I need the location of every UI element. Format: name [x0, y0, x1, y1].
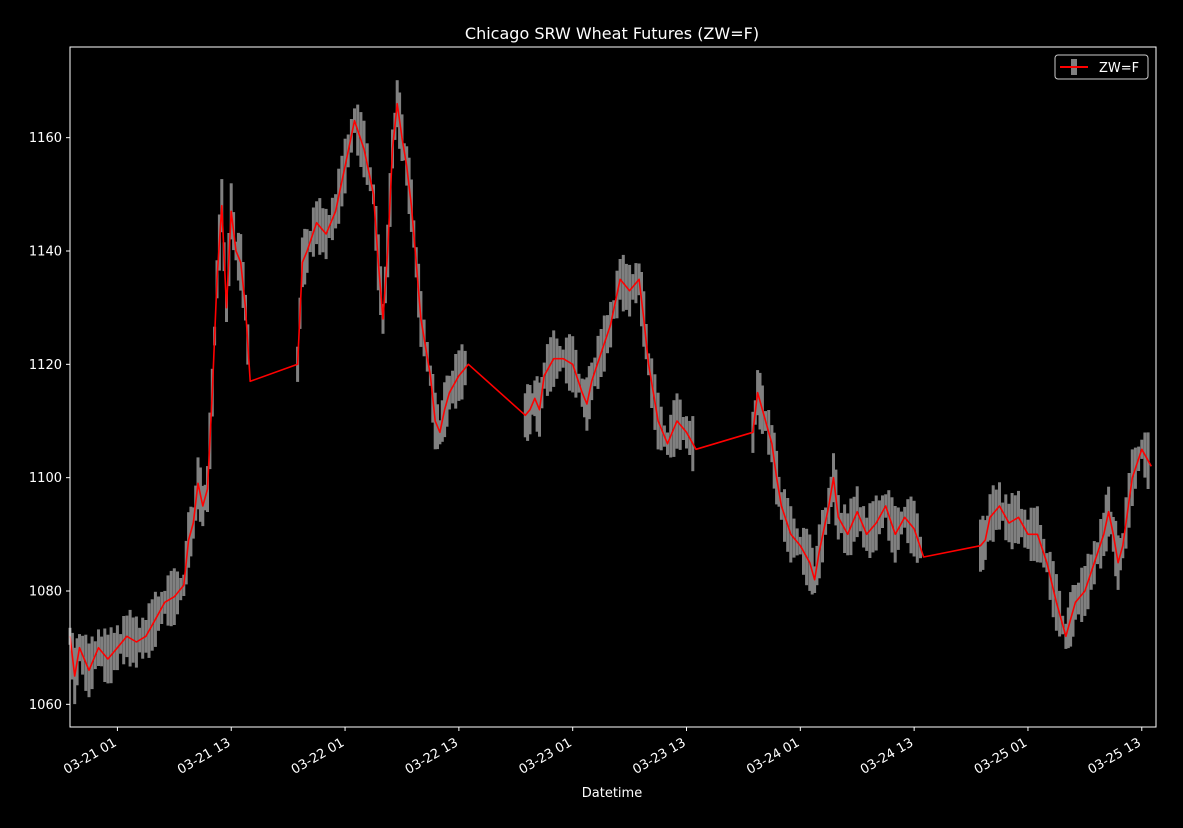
- y-tick-label: 1060: [29, 698, 62, 713]
- chart-title: Chicago SRW Wheat Futures (ZW=F): [465, 24, 759, 43]
- plot-marks: [68, 80, 1152, 705]
- plot-frame: [69, 46, 1157, 728]
- y-tick-label: 1080: [29, 585, 62, 600]
- legend-box: [1054, 54, 1149, 80]
- y-tick-label: 1100: [29, 471, 62, 486]
- series-line-zw: [69, 102, 1152, 677]
- legend-label-zw: ZW=F: [1099, 61, 1139, 76]
- legend: ZW=F: [1054, 54, 1149, 80]
- y-tick-label: 1120: [29, 358, 62, 373]
- y-tick-label: 1160: [29, 131, 62, 146]
- y-tick-label: 1140: [29, 245, 62, 260]
- x-axis-label: Datetime: [582, 786, 642, 801]
